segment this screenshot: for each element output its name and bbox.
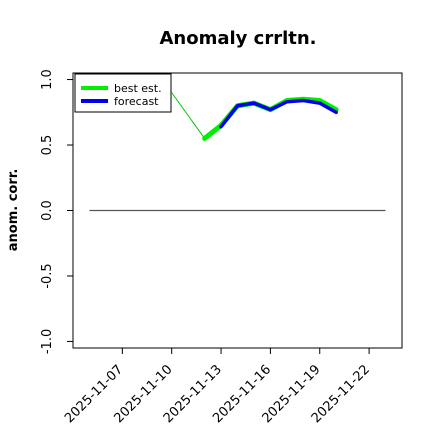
y-axis-label: anom. corr.: [6, 169, 21, 252]
legend-box: [74, 73, 172, 113]
chart-title: Anomaly crrltn.: [159, 28, 316, 49]
y-tick-label: -0.5: [40, 263, 55, 288]
series-layer: [89, 92, 386, 212]
y-axis: -1.0 -0.5 0.0 0.5 1.0: [40, 69, 73, 354]
connector-line: [171, 92, 206, 139]
x-axis: 2025-11-072025-11-102025-11-132025-11-16…: [62, 348, 373, 426]
series-line-forecast: [219, 98, 338, 129]
legend-label-best-est: best est.: [114, 82, 162, 95]
y-tick-label: 1.0: [40, 69, 55, 90]
legend: best est. forecast: [74, 73, 172, 113]
series-line-best-est: [202, 96, 339, 141]
y-tick-label: -1.0: [40, 329, 55, 354]
y-tick-label: 0.0: [40, 200, 55, 221]
legend-label-forecast: forecast: [114, 95, 159, 108]
y-tick-label: 0.5: [40, 135, 55, 156]
